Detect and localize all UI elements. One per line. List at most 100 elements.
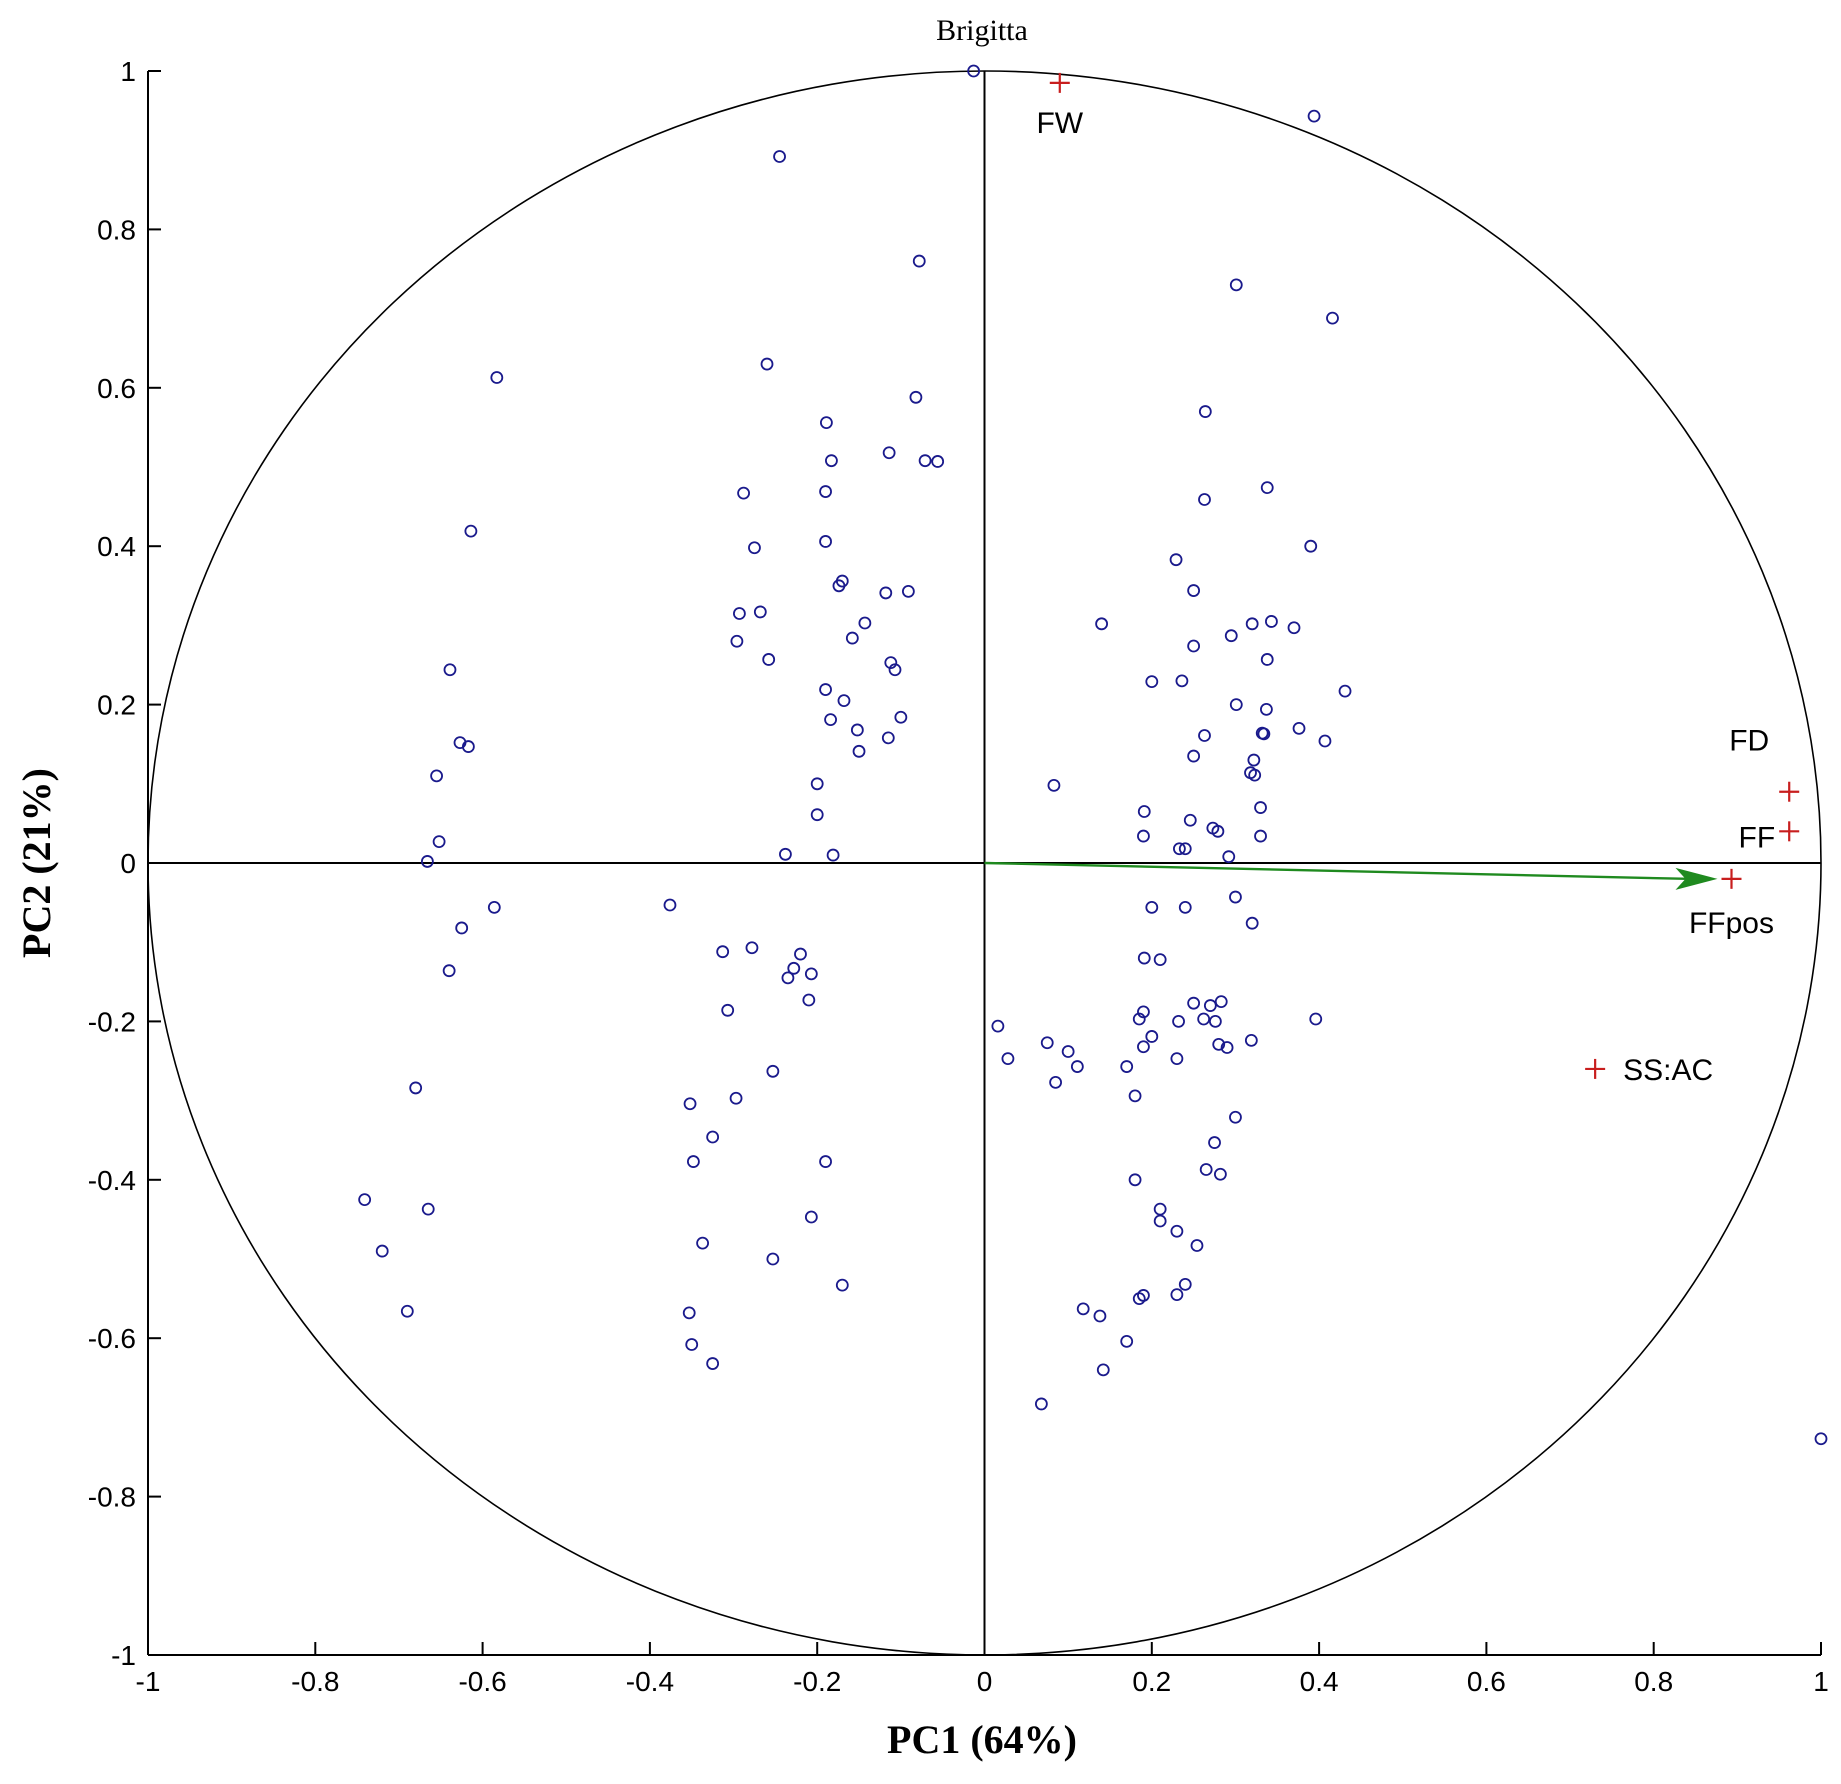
y-tick-label: 0 (120, 848, 136, 879)
observation-point (1178, 900, 1192, 914)
observation-point (1095, 617, 1109, 631)
variable-marker (1779, 821, 1800, 842)
observation-point (858, 616, 872, 630)
observation-point (686, 1155, 700, 1168)
observation-point (1220, 1041, 1234, 1054)
observation-point (443, 663, 457, 677)
observation-point (1203, 999, 1217, 1012)
observation-point (819, 485, 832, 498)
observation-point (682, 1306, 696, 1320)
observation-point (1153, 953, 1167, 967)
observation-point (461, 740, 475, 753)
observation-point (852, 744, 866, 758)
observation-point (1040, 1036, 1054, 1050)
observation-point (1170, 1224, 1184, 1238)
observation-point (1178, 1277, 1192, 1291)
variable-label: SS:AC (1623, 1054, 1713, 1087)
observation-point (1244, 1034, 1258, 1047)
observation-point (781, 971, 795, 985)
x-tick-label: 0.2 (1132, 1666, 1171, 1697)
observation-point (1137, 805, 1151, 818)
observation-point (918, 454, 932, 468)
observation-point (733, 607, 746, 620)
loading-arrow-head (1675, 867, 1718, 890)
observation-point (850, 723, 864, 737)
y-tick-label: 0.6 (97, 373, 136, 404)
observation-point (1213, 1167, 1227, 1181)
observation-point (845, 631, 859, 645)
observation-point (1137, 1040, 1150, 1054)
observation-point (1318, 734, 1332, 748)
observation-point (894, 710, 908, 724)
observation-point (375, 1244, 389, 1258)
observation-point (1245, 617, 1259, 631)
observation-point (753, 605, 767, 619)
observation-point (1257, 727, 1271, 741)
observation-point (432, 835, 446, 849)
observation-point (729, 1091, 743, 1105)
observation-point (1309, 1012, 1323, 1026)
observation-point (1199, 1163, 1213, 1176)
observation-point (1145, 1030, 1159, 1043)
observation-point (1814, 1432, 1828, 1446)
observation-point (824, 713, 837, 727)
observation-point (706, 1130, 720, 1144)
observation-point (696, 1236, 709, 1250)
observation-point (912, 254, 926, 268)
observation-point (1172, 1015, 1185, 1028)
observation-point (804, 967, 818, 981)
observation-point (837, 694, 851, 708)
observation-point (888, 663, 902, 677)
observation-point (779, 847, 792, 861)
observation-point (442, 964, 456, 978)
observation-point (766, 1064, 780, 1078)
observation-point (1047, 778, 1061, 792)
observation-point (430, 769, 443, 783)
observation-point (1197, 1012, 1211, 1026)
observation-point (721, 1003, 735, 1017)
observation-point (1208, 1136, 1221, 1149)
observation-point (716, 945, 730, 959)
loading-arrow-layer (984, 861, 1718, 890)
observation-point (810, 808, 824, 822)
observation-point (879, 586, 893, 600)
observation-point (685, 1338, 699, 1351)
observation-point (1326, 311, 1339, 325)
variables-layer: FW FD FF FFpos SS:AC (1036, 72, 1800, 1087)
observation-point (794, 947, 807, 961)
observation-point (901, 584, 915, 598)
y-axis-title: PC2 (21%) (14, 768, 59, 958)
observation-point (1175, 674, 1189, 688)
observation-point (1224, 629, 1238, 643)
observation-point (1338, 684, 1352, 698)
x-tick-label: 0.8 (1634, 1666, 1673, 1697)
observation-point (1187, 996, 1201, 1010)
observation-point (819, 1155, 832, 1168)
x-tick-label: -0.8 (291, 1666, 339, 1697)
variable-label: FF (1739, 821, 1776, 854)
observation-point (1153, 1214, 1167, 1228)
observation-point (835, 1278, 849, 1292)
variable-label: FFpos (1689, 907, 1774, 940)
y-tick-label: -0.4 (88, 1165, 136, 1196)
observation-point (1287, 621, 1301, 635)
variable-marker (1721, 868, 1742, 889)
x-axis-title: PC1 (64%) (887, 1717, 1077, 1762)
observation-point (1187, 749, 1201, 763)
observation-point (1190, 1239, 1204, 1252)
observation-point (400, 1304, 414, 1318)
x-tick-label: -0.4 (626, 1666, 674, 1697)
observation-point (1132, 1012, 1146, 1026)
observation-point (931, 455, 945, 468)
observation-point (804, 1210, 818, 1224)
observation-point (1093, 1309, 1107, 1323)
observation-point (455, 921, 469, 935)
observation-point (1137, 1005, 1150, 1019)
observation-point (825, 454, 838, 468)
observation-point (490, 371, 504, 384)
x-tick-label: -0.6 (458, 1666, 506, 1697)
observation-point (1198, 405, 1212, 418)
observation-point (1229, 890, 1242, 904)
observation-point (1170, 1288, 1184, 1302)
